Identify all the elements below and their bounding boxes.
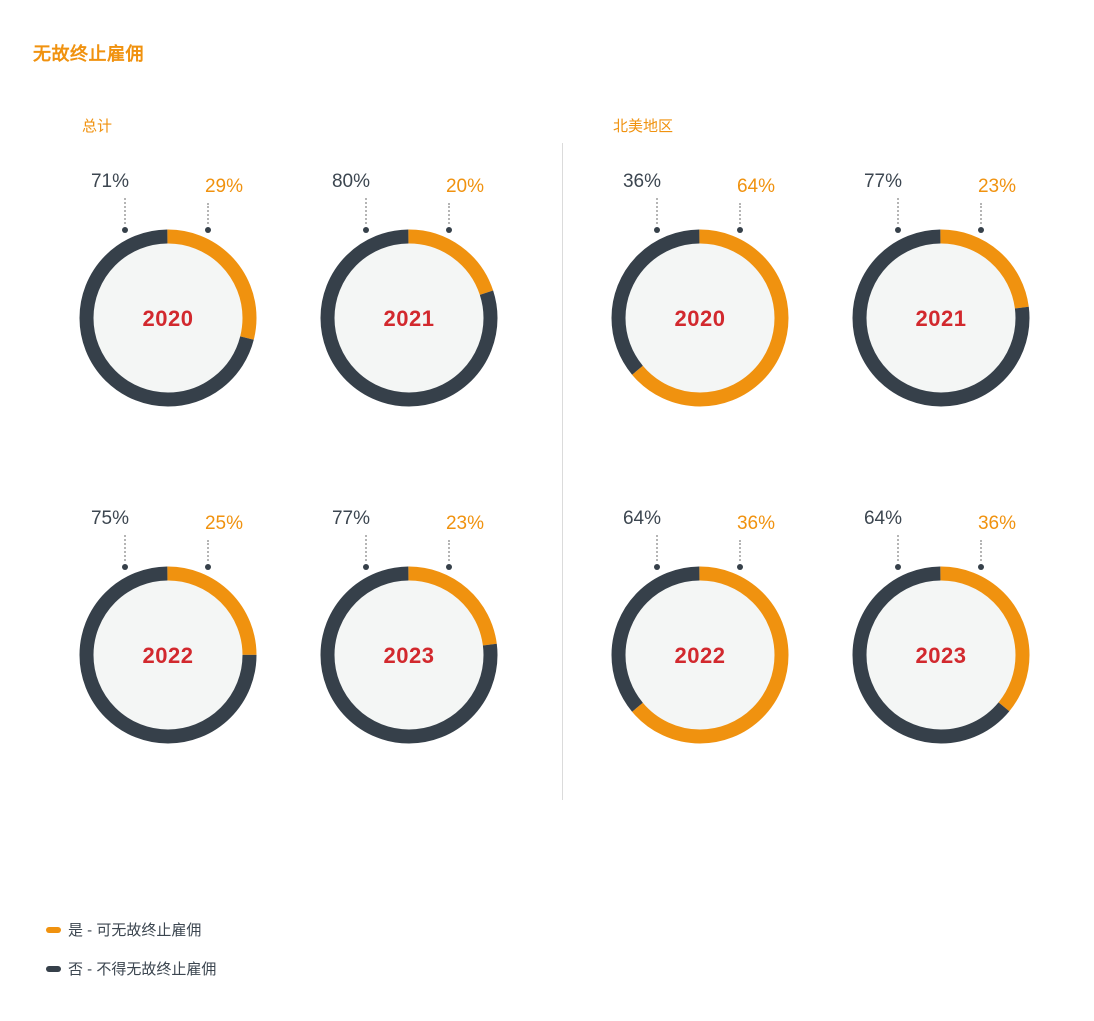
leader-line bbox=[207, 203, 209, 224]
leader-dot bbox=[978, 564, 984, 570]
year-label: 2022 bbox=[675, 643, 726, 668]
donut-na-2021: 77% 23% 2021 bbox=[821, 160, 1061, 428]
leader-dot bbox=[895, 227, 901, 233]
donut-ring: 2022 bbox=[611, 566, 789, 744]
legend-swatch-no bbox=[46, 965, 61, 972]
pct-label-yes: 23% bbox=[445, 513, 485, 534]
leader-line bbox=[897, 198, 899, 224]
pct-label-no: 71% bbox=[90, 171, 130, 192]
donut-ring: 2023 bbox=[852, 566, 1030, 744]
donut-total-2021: 80% 20% 2021 bbox=[289, 160, 529, 428]
donut-total-2022: 75% 25% 2022 bbox=[48, 497, 288, 765]
pct-label-yes: 36% bbox=[736, 513, 776, 534]
donut-ring: 2023 bbox=[320, 566, 498, 744]
year-label: 2023 bbox=[384, 643, 435, 668]
donut-na-2023: 64% 36% 2023 bbox=[821, 497, 1061, 765]
donut-ring: 2020 bbox=[79, 229, 257, 407]
leader-dot bbox=[205, 227, 211, 233]
leader-dot bbox=[363, 227, 369, 233]
leader-line bbox=[656, 535, 658, 561]
donut-ring: 2021 bbox=[320, 229, 498, 407]
leader-dot bbox=[446, 564, 452, 570]
legend-label-yes: 是 - 可无故终止雇佣 bbox=[68, 922, 202, 939]
legend-label-no: 否 - 不得无故终止雇佣 bbox=[68, 961, 217, 978]
year-label: 2020 bbox=[675, 306, 726, 331]
pct-label-yes: 29% bbox=[204, 176, 244, 197]
pct-label-yes: 23% bbox=[977, 176, 1017, 197]
legend-item-no: 否 - 不得无故终止雇佣 bbox=[46, 958, 216, 979]
leader-line bbox=[124, 198, 126, 224]
leader-line bbox=[448, 540, 450, 561]
leader-dot bbox=[446, 227, 452, 233]
pct-label-yes: 36% bbox=[977, 513, 1017, 534]
leader-dot bbox=[205, 564, 211, 570]
pct-label-no: 64% bbox=[622, 508, 662, 529]
pct-label-no: 77% bbox=[863, 171, 903, 192]
leader-line bbox=[739, 540, 741, 561]
leader-dot bbox=[363, 564, 369, 570]
leader-line bbox=[124, 535, 126, 561]
pct-label-no: 36% bbox=[622, 171, 662, 192]
leader-line bbox=[897, 535, 899, 561]
donut-ring: 2020 bbox=[611, 229, 789, 407]
year-label: 2023 bbox=[916, 643, 967, 668]
legend-item-yes: 是 - 可无故终止雇佣 bbox=[46, 919, 201, 940]
leader-line bbox=[980, 540, 982, 561]
leader-line bbox=[980, 203, 982, 224]
year-label: 2021 bbox=[384, 306, 435, 331]
donut-total-2020: 71% 29% 2020 bbox=[48, 160, 288, 428]
leader-line bbox=[739, 203, 741, 224]
pct-label-no: 77% bbox=[331, 508, 371, 529]
donut-ring: 2021 bbox=[852, 229, 1030, 407]
year-label: 2022 bbox=[143, 643, 194, 668]
leader-dot bbox=[737, 227, 743, 233]
pct-label-no: 80% bbox=[331, 171, 371, 192]
donut-na-2020: 36% 64% 2020 bbox=[580, 160, 820, 428]
year-label: 2020 bbox=[143, 306, 194, 331]
leader-line bbox=[207, 540, 209, 561]
group-header-total: 总计 bbox=[82, 118, 113, 135]
group-divider bbox=[562, 143, 563, 800]
legend-swatch-yes bbox=[46, 926, 61, 933]
leader-line bbox=[365, 535, 367, 561]
leader-line bbox=[448, 203, 450, 224]
pct-label-no: 75% bbox=[90, 508, 130, 529]
pct-label-yes: 64% bbox=[736, 176, 776, 197]
donut-na-2022: 64% 36% 2022 bbox=[580, 497, 820, 765]
leader-dot bbox=[122, 227, 128, 233]
leader-dot bbox=[895, 564, 901, 570]
year-label: 2021 bbox=[916, 306, 967, 331]
donut-total-2023: 77% 23% 2023 bbox=[289, 497, 529, 765]
leader-dot bbox=[654, 564, 660, 570]
leader-dot bbox=[122, 564, 128, 570]
leader-line bbox=[656, 198, 658, 224]
group-header-north-america: 北美地区 bbox=[613, 118, 674, 135]
pct-label-yes: 20% bbox=[445, 176, 485, 197]
pct-label-no: 64% bbox=[863, 508, 903, 529]
leader-line bbox=[365, 198, 367, 224]
leader-dot bbox=[737, 564, 743, 570]
donut-ring: 2022 bbox=[79, 566, 257, 744]
chart-title: 无故终止雇佣 bbox=[33, 44, 144, 64]
leader-dot bbox=[978, 227, 984, 233]
leader-dot bbox=[654, 227, 660, 233]
pct-label-yes: 25% bbox=[204, 513, 244, 534]
